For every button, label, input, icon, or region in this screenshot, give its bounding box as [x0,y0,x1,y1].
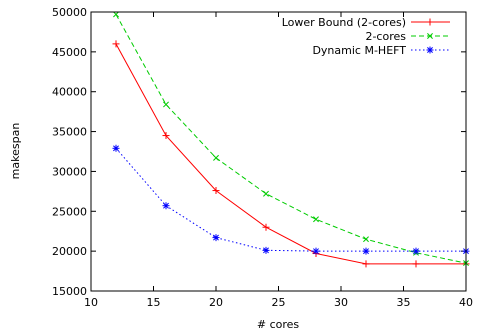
y-axis-label: makespan [9,123,22,180]
data-point [363,236,369,243]
legend-swatch-marker [426,46,434,54]
data-point [412,260,420,268]
series-line [115,147,466,252]
data-point [162,202,170,210]
legend-entry: Dynamic M-HEFT [312,44,450,57]
series-3 [112,144,470,255]
x-tick-label: 25 [272,296,286,309]
legend-label: Dynamic M-HEFT [312,44,406,57]
legend-label: Lower Bound (2-cores) [282,16,406,29]
x-axis-label: # cores [257,318,300,331]
legend-swatch-marker [426,18,434,26]
x-tick-label: 10 [84,296,98,309]
x-tick-label: 20 [209,296,223,309]
series-1 [112,40,470,268]
y-tick-label: 40000 [52,86,87,99]
data-point [412,247,420,255]
legend-label: 2-cores [365,30,406,43]
data-point [262,223,270,231]
y-tick-label: 45000 [52,46,87,59]
data-point [263,190,269,197]
y-tick-label: 20000 [52,245,87,258]
series-line [115,14,467,264]
y-tick-label: 50000 [52,6,87,19]
data-point [163,101,169,108]
x-tick-label: 30 [334,296,348,309]
series-line [115,43,466,265]
x-tick-label: 35 [397,296,411,309]
data-point [213,154,219,161]
plot-area-frame [90,11,467,292]
data-point [313,216,319,223]
data-point [262,246,270,254]
data-point [112,40,120,48]
y-tick-label: 15000 [52,285,87,298]
data-point [113,11,119,18]
x-tick-label: 15 [147,296,161,309]
x-tick-label: 40 [459,296,473,309]
data-point [362,260,370,268]
y-tick-label: 25000 [52,205,87,218]
legend-swatch-marker [427,33,433,39]
data-point [212,187,220,195]
legend-entry: Lower Bound (2-cores) [282,16,450,29]
data-point [212,234,220,242]
y-tick-label: 35000 [52,126,87,139]
legend-entry: 2-cores [365,30,450,43]
data-point [112,144,120,152]
y-tick-label: 30000 [52,165,87,178]
data-point [162,132,170,140]
data-point [362,247,370,255]
data-point [312,247,320,255]
